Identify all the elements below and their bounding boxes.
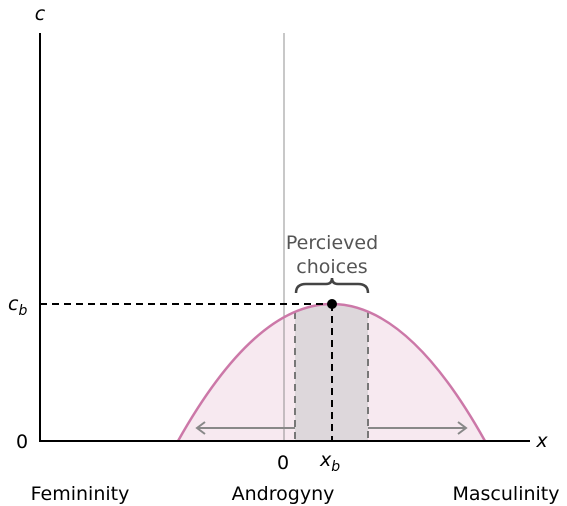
center-tick-label: 0 bbox=[277, 452, 289, 474]
category-label: Androgyny bbox=[232, 483, 335, 505]
x-axis-label: x bbox=[535, 430, 548, 452]
brace bbox=[294, 277, 370, 294]
peak-point bbox=[327, 299, 337, 309]
category-label: Femininity bbox=[31, 483, 130, 505]
spread-arrows bbox=[195, 421, 468, 435]
origin-label: 0 bbox=[16, 431, 28, 453]
xb-label: xb bbox=[319, 449, 340, 475]
perceived-band bbox=[295, 304, 368, 441]
annotation: Percieved bbox=[286, 232, 378, 254]
category-label: Masculinity bbox=[453, 483, 560, 505]
annotation: choices bbox=[296, 256, 367, 278]
cb-label: cb bbox=[8, 293, 27, 319]
y-axis-label: c bbox=[35, 3, 46, 25]
